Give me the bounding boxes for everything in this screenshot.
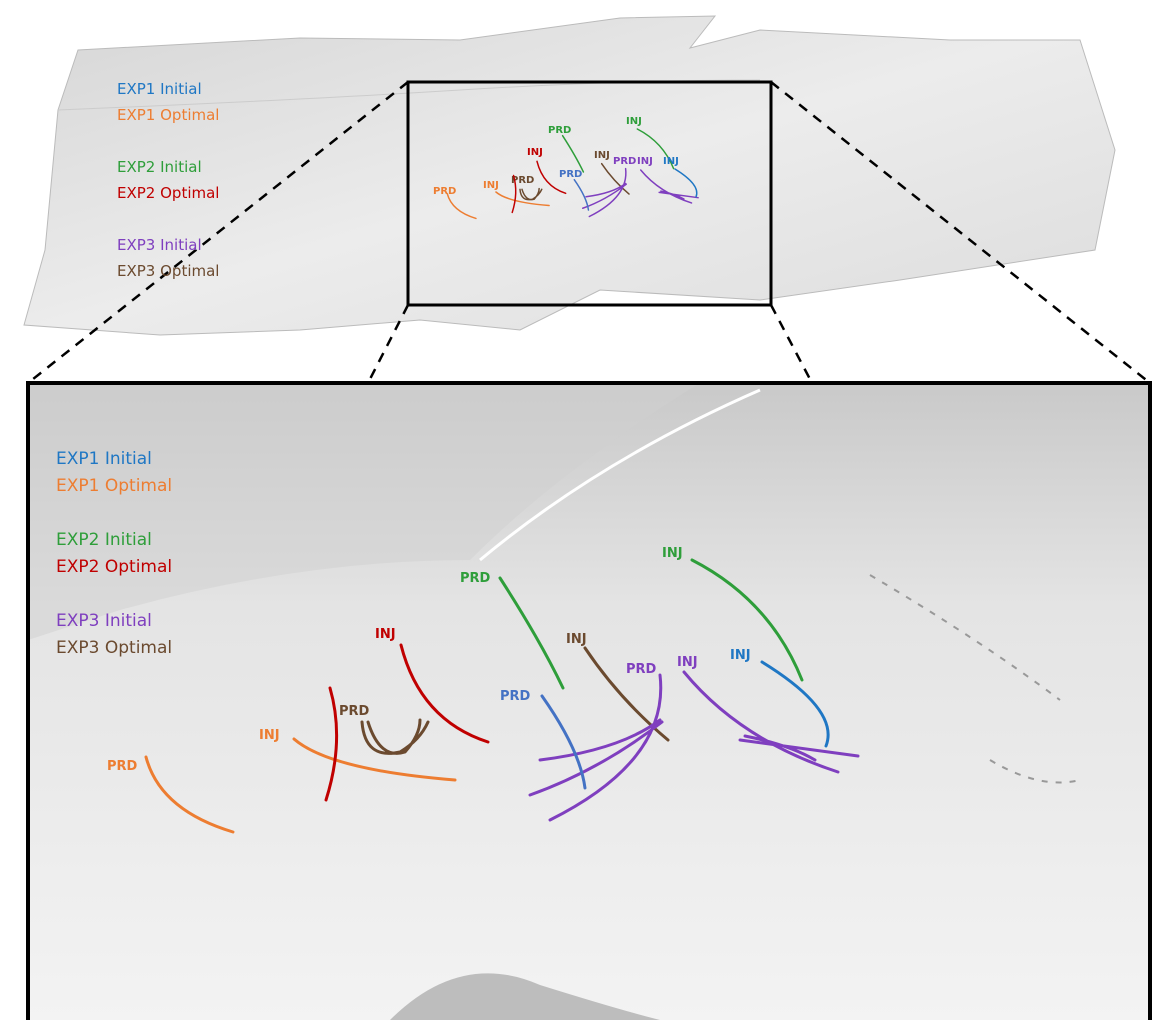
- well-label: PRD: [559, 169, 582, 180]
- legend-entry: EXP2 Initial: [56, 530, 152, 550]
- well-label: INJ: [730, 648, 751, 663]
- legend-entry: EXP3 Initial: [56, 611, 152, 631]
- legend-entry: EXP1 Initial: [56, 449, 152, 469]
- well-label: INJ: [677, 655, 698, 670]
- legend-entry: EXP3 Initial: [117, 236, 202, 254]
- well-label: PRD: [626, 662, 657, 677]
- well-label: PRD: [339, 704, 370, 719]
- well-label: INJ: [626, 116, 642, 127]
- well-label: INJ: [566, 632, 587, 647]
- well-label: INJ: [594, 150, 610, 161]
- well-label: PRD: [500, 689, 531, 704]
- legend-entry: EXP3 Optimal: [117, 262, 219, 280]
- well-label: PRD: [460, 571, 491, 586]
- legend-entry: EXP3 Optimal: [56, 638, 172, 658]
- well-label: INJ: [663, 156, 679, 167]
- figure: EXP1 Initial EXP1 Initial EXP1 Optimal EXP1…: [0, 0, 1160, 1020]
- legend-entry: EXP1 Optimal: [56, 476, 172, 496]
- legend-entry: EXP2 Optimal: [56, 557, 172, 577]
- well-label: PRD: [107, 759, 138, 774]
- legend-entry: EXP1 Initial: [117, 80, 202, 98]
- well-label: INJ: [527, 147, 543, 158]
- well-label: INJ: [483, 180, 499, 191]
- legend-entry: EXP2 Optimal: [117, 184, 219, 202]
- legend-entry: EXP2 Initial: [117, 158, 202, 176]
- well-label: PRD: [433, 186, 456, 197]
- well-label: INJ: [259, 728, 280, 743]
- well-label: INJ: [637, 156, 653, 167]
- well-label: INJ: [662, 546, 683, 561]
- well-label: PRD: [613, 156, 636, 167]
- well-label: INJ: [375, 627, 396, 642]
- legend-entry: EXP1 Optimal: [117, 106, 219, 124]
- well-label: PRD: [548, 125, 571, 136]
